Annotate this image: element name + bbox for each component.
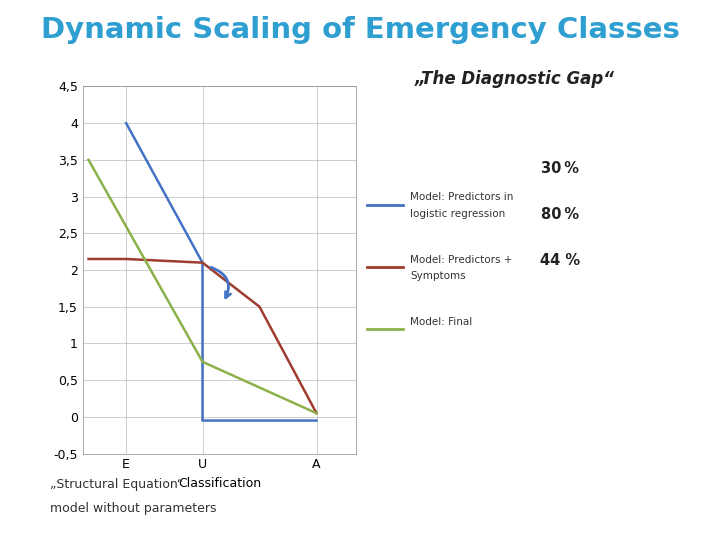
Text: Dynamic Scaling of Emergency Classes: Dynamic Scaling of Emergency Classes (40, 16, 680, 44)
Text: 80 %: 80 % (541, 207, 579, 222)
Text: Symptoms: Symptoms (410, 271, 466, 281)
Text: logistic regression: logistic regression (410, 208, 505, 219)
Text: Goodness of Classification: Goodness of Classification (472, 116, 647, 130)
Text: model without parameters: model without parameters (50, 502, 217, 515)
Text: 44 %: 44 % (540, 253, 580, 268)
Text: Model: Final: Model: Final (410, 316, 472, 327)
Text: Model: Predictors in: Model: Predictors in (410, 192, 514, 202)
Text: 30 %: 30 % (541, 161, 579, 176)
X-axis label: Classification: Classification (178, 477, 261, 490)
Text: „The Diagnostic Gap“: „The Diagnostic Gap“ (415, 70, 615, 88)
Text: Model: Predictors +: Model: Predictors + (410, 254, 513, 265)
Text: „Structural Equation“: „Structural Equation“ (50, 478, 184, 491)
